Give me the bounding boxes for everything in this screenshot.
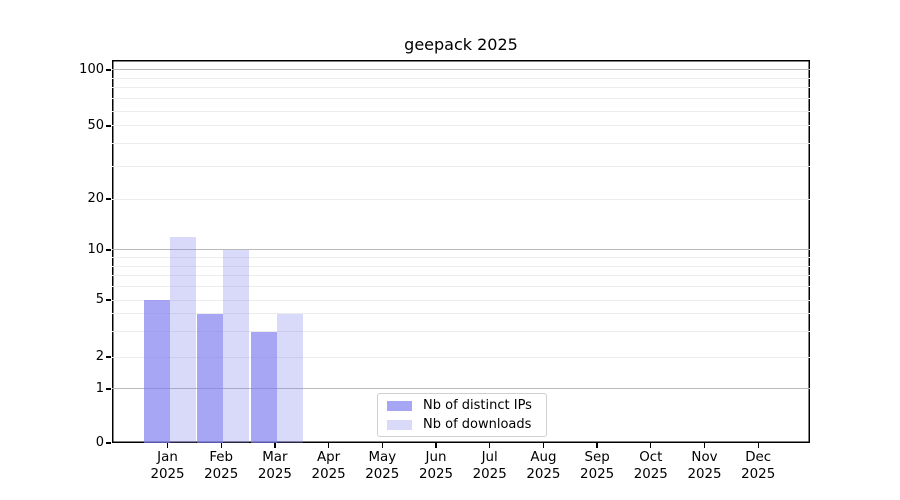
x-tick-month-nov: Nov bbox=[691, 450, 718, 465]
x-tick-year-mar: 2025 bbox=[257, 466, 292, 482]
gridline-minor-4 bbox=[112, 313, 810, 315]
y-tick-label-20: 20 bbox=[87, 191, 104, 207]
y-tick-mark-20 bbox=[106, 198, 111, 200]
x-tick-label-mar: Mar 2025 bbox=[243, 450, 307, 483]
x-tick-year-nov: 2025 bbox=[687, 466, 722, 482]
x-tick-label-nov: Nov 2025 bbox=[673, 450, 737, 483]
gridline-major-10 bbox=[112, 249, 810, 251]
y-tick-mark-10 bbox=[106, 249, 111, 251]
x-tick-month-jul: Jul bbox=[481, 450, 498, 465]
y-tick-label-10: 10 bbox=[87, 241, 104, 257]
y-tick-label-100: 100 bbox=[79, 61, 104, 77]
bar-mar-downloads bbox=[276, 314, 303, 443]
gridline-minor-6 bbox=[112, 286, 810, 288]
x-tick-label-may: May 2025 bbox=[350, 450, 414, 483]
x-tick-label-sep: Sep 2025 bbox=[565, 450, 629, 483]
gridline-minor-40 bbox=[112, 143, 810, 145]
x-tick-mark-jul bbox=[489, 443, 491, 448]
x-tick-mark-oct bbox=[650, 443, 652, 448]
chart-title: geepack 2025 bbox=[404, 35, 518, 54]
x-tick-mark-mar bbox=[274, 443, 276, 448]
gridline-minor-9 bbox=[112, 257, 810, 259]
gridline-minor-8 bbox=[112, 265, 810, 267]
x-tick-month-apr: Apr bbox=[317, 450, 341, 465]
y-tick-label-2: 2 bbox=[95, 349, 104, 365]
x-tick-year-aug: 2025 bbox=[526, 466, 561, 482]
gridline-minor-30 bbox=[112, 166, 810, 168]
y-tick-label-5: 5 bbox=[95, 292, 104, 308]
x-tick-mark-jan bbox=[166, 443, 169, 448]
x-tick-year-jan: 2025 bbox=[150, 466, 185, 482]
x-tick-year-jun: 2025 bbox=[418, 466, 454, 482]
legend-swatch-distinct-ips bbox=[387, 400, 412, 411]
bar-jan-downloads bbox=[169, 236, 196, 443]
x-tick-year-apr: 2025 bbox=[311, 466, 346, 482]
legend-label-distinct-ips: Nb of distinct IPs bbox=[423, 397, 532, 413]
x-tick-month-sep: Sep bbox=[584, 450, 610, 465]
gridline-minor-3 bbox=[112, 331, 810, 333]
x-tick-year-oct: 2025 bbox=[633, 466, 668, 482]
x-tick-mark-nov bbox=[703, 443, 706, 448]
x-tick-month-mar: Mar bbox=[262, 450, 288, 465]
y-tick-label-1: 1 bbox=[95, 380, 104, 396]
x-tick-month-feb: Feb bbox=[209, 450, 234, 465]
x-tick-label-apr: Apr 2025 bbox=[297, 450, 361, 483]
x-tick-mark-apr bbox=[327, 443, 330, 448]
x-tick-year-dec: 2025 bbox=[741, 466, 776, 482]
bar-mar-distinct-ips bbox=[250, 331, 277, 443]
gridline-minor-90 bbox=[112, 77, 810, 79]
x-tick-label-feb: Feb 2025 bbox=[189, 450, 253, 483]
gridline-minor-2 bbox=[112, 356, 810, 358]
x-tick-month-oct: Oct bbox=[639, 450, 663, 465]
x-tick-month-may: May bbox=[368, 450, 397, 465]
bar-jan-distinct-ips bbox=[143, 300, 170, 443]
legend-label-downloads: Nb of downloads bbox=[423, 416, 532, 432]
y-tick-label-0: 0 bbox=[95, 435, 104, 450]
gridline-minor-7 bbox=[112, 275, 810, 277]
legend: Nb of distinct IPs Nb of downloads bbox=[377, 393, 547, 437]
y-tick-mark-5 bbox=[106, 299, 111, 301]
x-tick-month-aug: Aug bbox=[530, 450, 557, 465]
x-tick-label-oct: Oct 2025 bbox=[619, 450, 683, 483]
y-tick-label-50: 50 bbox=[87, 117, 104, 133]
x-tick-year-jul: 2025 bbox=[472, 466, 507, 482]
y-tick-mark-50 bbox=[106, 125, 111, 127]
x-tick-year-sep: 2025 bbox=[580, 466, 615, 482]
x-tick-mark-jun bbox=[435, 443, 437, 448]
bar-feb-downloads bbox=[223, 249, 250, 443]
x-tick-mark-sep bbox=[596, 443, 598, 448]
x-tick-mark-aug bbox=[542, 443, 545, 448]
gridline-minor-80 bbox=[112, 87, 810, 89]
gridline-major-100 bbox=[112, 69, 810, 71]
y-tick-mark-100 bbox=[106, 69, 111, 71]
x-tick-label-jul: Jul 2025 bbox=[458, 450, 522, 483]
gridline-minor-5 bbox=[112, 299, 810, 301]
gridline-minor-70 bbox=[112, 98, 810, 100]
y-tick-mark-1 bbox=[106, 388, 111, 390]
x-tick-month-jan: Jan bbox=[157, 450, 178, 465]
gridline-minor-20 bbox=[112, 198, 810, 200]
legend-item-distinct-ips: Nb of distinct IPs bbox=[387, 398, 546, 414]
gridline-minor-50 bbox=[112, 125, 810, 127]
x-tick-label-dec: Dec 2025 bbox=[726, 450, 790, 483]
legend-swatch-downloads bbox=[387, 419, 412, 430]
y-tick-mark-0 bbox=[106, 442, 111, 444]
y-tick-mark-2 bbox=[106, 356, 111, 358]
bar-feb-distinct-ips bbox=[197, 314, 224, 443]
gridline-major-1 bbox=[112, 388, 810, 390]
x-tick-year-feb: 2025 bbox=[204, 466, 239, 482]
x-tick-mark-dec bbox=[757, 443, 759, 448]
x-tick-mark-feb bbox=[220, 443, 222, 448]
x-tick-year-may: 2025 bbox=[365, 466, 400, 482]
x-tick-label-aug: Aug 2025 bbox=[511, 450, 575, 483]
gridline-minor-60 bbox=[112, 110, 810, 112]
x-tick-month-dec: Dec bbox=[745, 450, 772, 465]
x-tick-mark-may bbox=[381, 443, 383, 448]
legend-item-downloads: Nb of downloads bbox=[387, 417, 546, 433]
plot-area bbox=[112, 60, 810, 443]
x-tick-month-jun: Jun bbox=[425, 450, 447, 465]
x-tick-label-jan: Jan 2025 bbox=[136, 450, 200, 483]
x-tick-label-jun: Jun 2025 bbox=[404, 450, 468, 483]
